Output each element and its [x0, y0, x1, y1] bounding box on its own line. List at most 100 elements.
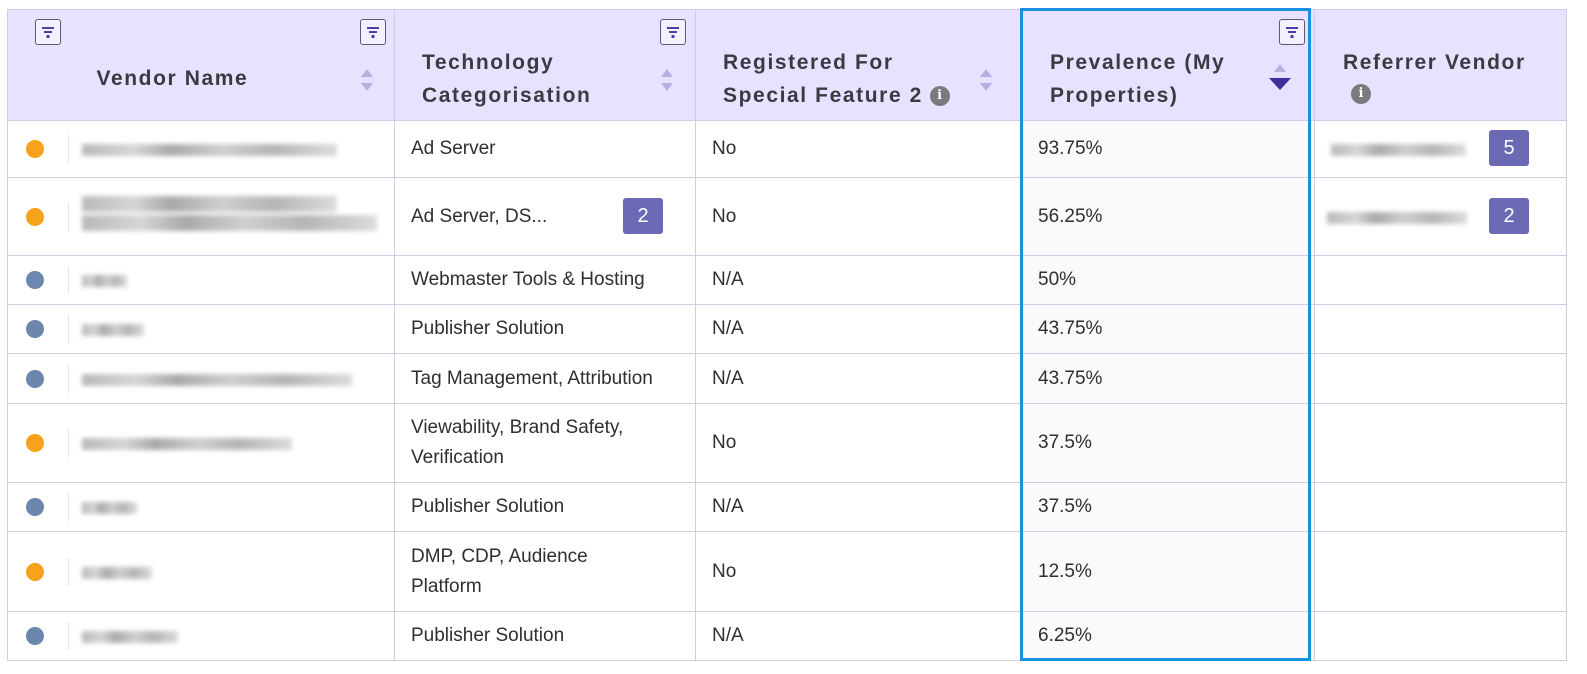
vendor-name-cell[interactable] [67, 255, 395, 305]
table-row[interactable]: Viewability, Brand Safety, Verification … [7, 403, 1567, 483]
status-filter-button[interactable] [35, 19, 61, 45]
vendor-name-cell[interactable] [67, 177, 395, 256]
status-dot [26, 562, 44, 581]
technology-value: Publisher Solution [411, 318, 565, 339]
table-row[interactable]: Publisher Solution N/A 6.25% [7, 611, 1567, 661]
vendor-name-cell[interactable] [67, 482, 395, 532]
prevalence-column-header[interactable]: Prevalence (My Properties) [1021, 9, 1315, 121]
registered-value: No [712, 205, 737, 227]
registered-value: N/A [712, 318, 744, 339]
vendor-name-header-label: Vendor Name [96, 67, 249, 90]
registered-cell: No [695, 177, 1022, 256]
technology-cell: Ad Server, DS... 2 [394, 177, 696, 256]
technology-cell: Publisher Solution [394, 611, 696, 661]
status-dot [26, 627, 44, 645]
registered-value: No [712, 432, 737, 453]
prevalence-filter-button[interactable] [1279, 19, 1305, 45]
registered-cell: N/A [695, 611, 1022, 661]
prevalence-cell: 56.25% [1021, 177, 1315, 256]
vendor-name-cell[interactable] [67, 403, 395, 483]
column-divider [67, 56, 69, 84]
referrer-info-wrap: i [1351, 84, 1371, 104]
table-row[interactable]: Ad Server, DS... 2 No 56.25% 2 [7, 177, 1567, 256]
table-header-row: Vendor Name Technology Categorisation [7, 9, 1567, 121]
status-dot [26, 498, 44, 516]
technology-cell: Ad Server [394, 120, 696, 178]
technology-column-header[interactable]: Technology Categorisation [394, 9, 696, 121]
redacted-vendor-name [81, 564, 152, 582]
registered-value: N/A [712, 367, 744, 389]
status-dot [26, 320, 44, 338]
prevalence-value: 93.75% [1038, 138, 1103, 159]
column-divider [67, 364, 69, 393]
prevalence-header-line-2: Properties) [1050, 84, 1179, 107]
status-cell [7, 304, 68, 354]
table-row[interactable]: Publisher Solution N/A 43.75% [7, 304, 1567, 354]
prevalence-cell: 6.25% [1021, 611, 1315, 661]
sort-arrows-icon [980, 69, 992, 91]
technology-cell: Viewability, Brand Safety, Verification [394, 403, 696, 483]
technology-sort-control[interactable] [659, 67, 675, 93]
technology-count-badge[interactable]: 2 [623, 198, 663, 234]
vendor-name-cell[interactable] [67, 531, 395, 612]
prevalence-value: 56.25% [1038, 205, 1103, 227]
table-row[interactable]: DMP, CDP, Audience Platform No 12.5% [7, 531, 1567, 612]
vendor-name-cell[interactable] [67, 120, 395, 178]
vendor-name-cell[interactable] [67, 611, 395, 661]
technology-value: Publisher Solution [411, 625, 565, 646]
prevalence-value: 12.5% [1038, 560, 1092, 582]
referrer-column-header[interactable]: Referrer Vendor i [1314, 9, 1567, 121]
registered-cell: N/A [695, 255, 1022, 305]
vendor-name-sort-control[interactable] [359, 67, 375, 93]
status-cell [7, 177, 68, 256]
referrer-cell [1314, 611, 1567, 661]
technology-filter-button[interactable] [660, 19, 686, 45]
sort-descending-icon [1269, 64, 1291, 90]
registered-cell: No [695, 120, 1022, 178]
prevalence-cell: 37.5% [1021, 403, 1315, 483]
status-cell [7, 611, 68, 661]
table-row[interactable]: Publisher Solution N/A 37.5% [7, 482, 1567, 532]
redacted-referrer-name [1327, 209, 1467, 227]
prevalence-cell: 93.75% [1021, 120, 1315, 178]
vendor-name-filter-button[interactable] [359, 19, 386, 45]
redacted-vendor-name [81, 435, 292, 453]
prevalence-header-line-1: Prevalence (My [1050, 51, 1226, 74]
table-row[interactable]: Tag Management, Attribution N/A 43.75% [7, 353, 1567, 404]
vendor-name-column-header[interactable]: Vendor Name [67, 9, 395, 121]
referrer-cell: 2 [1314, 177, 1567, 256]
technology-value: Webmaster Tools & Hosting [411, 269, 645, 290]
technology-value: Tag Management, Attribution [411, 367, 653, 389]
redacted-vendor-name [81, 628, 178, 646]
registered-value: N/A [712, 269, 744, 290]
status-cell [7, 353, 68, 404]
registered-sort-control[interactable] [978, 67, 994, 93]
technology-cell: Webmaster Tools & Hosting [394, 255, 696, 305]
registered-cell: No [695, 403, 1022, 483]
technology-cell: Tag Management, Attribution [394, 353, 696, 404]
info-icon[interactable]: i [930, 86, 951, 107]
column-divider [67, 557, 69, 586]
registered-header-line-1: Registered For [723, 51, 894, 74]
info-icon[interactable]: i [1351, 84, 1371, 104]
vendor-name-cell[interactable] [67, 353, 395, 404]
prevalence-sort-control[interactable] [1268, 62, 1292, 92]
technology-header-line-1: Technology [422, 51, 555, 74]
redacted-referrer-name [1331, 141, 1466, 159]
referrer-cell [1314, 304, 1567, 354]
table-row[interactable]: Webmaster Tools & Hosting N/A 50% [7, 255, 1567, 305]
referrer-count-badge[interactable]: 2 [1489, 198, 1529, 234]
status-cell [7, 403, 68, 483]
status-dot [26, 271, 44, 289]
prevalence-cell: 37.5% [1021, 482, 1315, 532]
vendor-name-cell[interactable] [67, 304, 395, 354]
table-row[interactable]: Ad Server No 93.75% 5 [7, 120, 1567, 178]
registered-value: No [712, 560, 737, 582]
prevalence-value: 37.5% [1038, 496, 1092, 517]
registered-column-header[interactable]: Registered For Special Feature 2 i [695, 9, 1022, 121]
column-divider [67, 266, 69, 294]
status-dot [26, 207, 44, 226]
referrer-count-badge[interactable]: 5 [1489, 130, 1529, 166]
sort-arrows-icon [661, 69, 673, 91]
referrer-cell [1314, 353, 1567, 404]
